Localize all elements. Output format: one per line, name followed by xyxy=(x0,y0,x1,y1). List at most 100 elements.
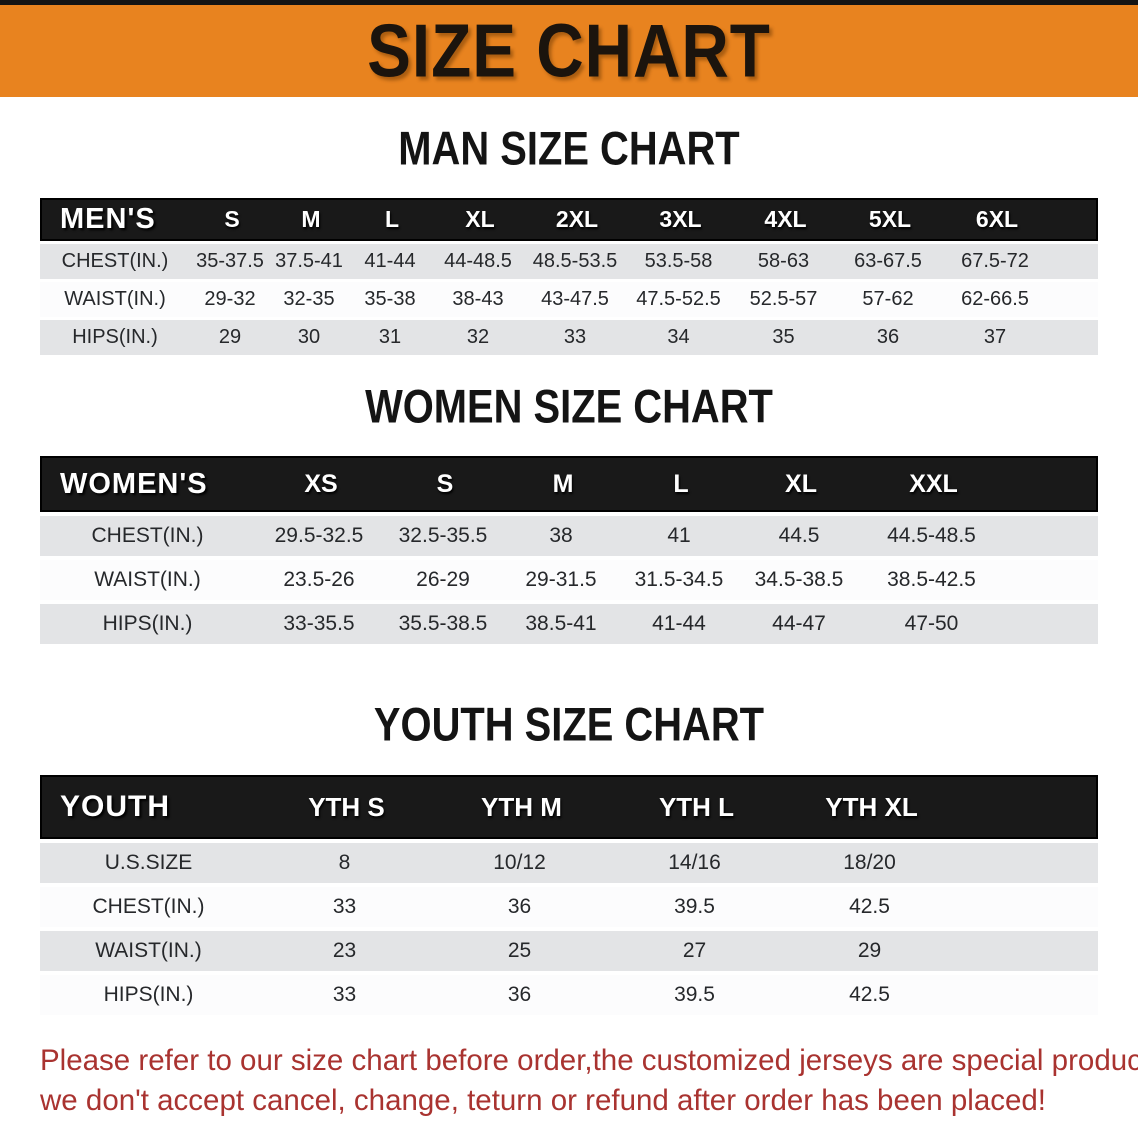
measurement-value: 34 xyxy=(667,326,690,348)
size-column-header: L xyxy=(673,469,689,498)
table-header-row: YOUTH YTH S YTH M YTH L YTH XL xyxy=(40,775,1098,839)
measurement-value: 10/12 xyxy=(493,851,546,874)
women-size-section: WOMEN SIZE CHART WOMEN'S XS S M L XL XXL CHEST(… xyxy=(0,380,1138,644)
measurement-value: 33-35.5 xyxy=(283,612,355,635)
size-column-header: 3XL xyxy=(659,206,702,232)
measurement-value: 48.5-53.5 xyxy=(532,250,618,272)
table-row: HIPS(IN.) 33 36 39.5 42.5 xyxy=(40,975,1098,1015)
table-row: CHEST(IN.) 33 36 39.5 42.5 xyxy=(40,887,1098,927)
measurement-value: 31 xyxy=(378,326,402,348)
table-row: CHEST(IN.) 35-37.5 37.5-41 41-44 44-48.5 48.5… xyxy=(40,244,1098,279)
measurement-value: 18/20 xyxy=(843,851,896,874)
measurement-row-label: HIPS(IN.) xyxy=(102,612,193,635)
size-column-header: S xyxy=(224,206,240,232)
women-size-chart-heading: WOMEN SIZE CHART xyxy=(365,380,773,433)
measurement-value: 53.5-58 xyxy=(644,250,713,272)
measurement-value: 33 xyxy=(332,983,357,1006)
measurement-value: 37 xyxy=(983,326,1007,348)
measurement-value: 29 xyxy=(857,939,882,962)
measurement-value: 14/16 xyxy=(668,851,721,874)
size-column-header: S xyxy=(436,469,454,498)
measurement-row-label: WAIST(IN.) xyxy=(64,288,166,310)
measurement-value: 37.5-41 xyxy=(275,250,343,272)
measurement-value: 42.5 xyxy=(849,983,890,1006)
measurement-value: 33 xyxy=(563,326,587,348)
measurement-value: 34.5-38.5 xyxy=(754,568,844,591)
youth-size-chart-heading: YOUTH SIZE CHART xyxy=(373,698,765,751)
disclaimer-note: Please refer to our size chart before or… xyxy=(40,1041,1138,1121)
size-column-header: YTH XL xyxy=(825,791,918,822)
size-column-header: YTH M xyxy=(481,791,562,822)
measurement-value: 30 xyxy=(297,326,321,348)
man-size-chart-heading: MAN SIZE CHART xyxy=(398,122,740,175)
measurement-row-label: U.S.SIZE xyxy=(104,851,193,874)
measurement-value: 63-67.5 xyxy=(854,250,922,272)
womens-size-table: WOMEN'S XS S M L XL XXL CHEST(IN.) 29.5-32.5 32.5… xyxy=(40,456,1098,644)
table-row: WAIST(IN.) 23 25 27 29 xyxy=(40,931,1098,971)
measurement-value: 44-48.5 xyxy=(444,250,512,272)
measurement-value: 32-35 xyxy=(283,288,335,310)
measurement-value: 36 xyxy=(876,326,900,348)
measurement-value: 33 xyxy=(332,895,357,918)
measurement-value: 32 xyxy=(466,326,490,348)
mens-size-table: MEN'S S M L XL 2XL 3XL 4XL 5XL 6XL CHEST(IN.) 35-37… xyxy=(40,198,1098,355)
measurement-value: 38.5-42.5 xyxy=(887,568,976,591)
size-column-header: L xyxy=(384,206,400,232)
size-column-header: YTH L xyxy=(658,791,735,822)
measurement-row-label: HIPS(IN.) xyxy=(103,983,194,1006)
measurement-value: 29-31.5 xyxy=(525,568,597,591)
size-column-header: XL xyxy=(785,469,817,498)
table-header-row: WOMEN'S XS S M L XL XXL xyxy=(40,456,1098,512)
measurement-value: 41-44 xyxy=(652,612,706,635)
size-column-header: XXL xyxy=(909,469,958,498)
table-row: HIPS(IN.) 33-35.5 35.5-38.5 38.5-41 41-44 44-… xyxy=(40,604,1098,644)
measurement-value: 41-44 xyxy=(364,250,416,272)
measurement-value: 27 xyxy=(682,939,707,962)
table-row: WAIST(IN.) 29-32 32-35 35-38 38-43 43-47.5 47.… xyxy=(40,282,1098,317)
youth-size-section: YOUTH SIZE CHART YOUTH YTH S YTH M YTH L YTH… xyxy=(0,698,1138,1015)
table-row: U.S.SIZE 8 10/12 14/16 18/20 xyxy=(40,843,1098,883)
measurement-value: 23.5-26 xyxy=(283,568,355,591)
measurement-row-label: CHEST(IN.) xyxy=(92,895,205,918)
measurement-value: 23 xyxy=(332,939,357,962)
measurement-value: 58-63 xyxy=(757,250,810,272)
measurement-value: 35.5-38.5 xyxy=(398,612,488,635)
measurement-value: 36 xyxy=(507,895,532,918)
measurement-value: 52.5-57 xyxy=(749,288,818,310)
measurement-row-label: WAIST(IN.) xyxy=(94,568,201,591)
youth-size-table: YOUTH YTH S YTH M YTH L YTH XL U.S.SIZE 8 10/12… xyxy=(40,775,1098,1015)
size-column-header: M xyxy=(301,206,321,232)
man-size-section: MAN SIZE CHART MEN'S S M L XL 2XL 3XL 4XL 5XL 6XL… xyxy=(0,122,1138,355)
measurement-value: 35-37.5 xyxy=(196,250,264,272)
measurement-value: 36 xyxy=(507,983,532,1006)
size-column-header: XL xyxy=(465,206,495,232)
measurement-value: 25 xyxy=(507,939,532,962)
measurement-value: 44.5-48.5 xyxy=(887,524,976,547)
size-chart-banner: SIZE CHART xyxy=(0,0,1138,97)
measurement-value: 32.5-35.5 xyxy=(398,524,488,547)
measurement-value: 67.5-72 xyxy=(961,250,1029,272)
measurement-value: 8 xyxy=(338,851,351,874)
table-row: HIPS(IN.) 29 30 31 32 33 34 35 36 37 xyxy=(40,320,1098,355)
disclaimer-line-2: we don't accept cancel, change, teturn o… xyxy=(40,1084,1046,1117)
size-column-header: 4XL xyxy=(764,206,807,232)
size-column-header: YTH S xyxy=(308,791,385,822)
measurement-value: 29-32 xyxy=(204,288,256,310)
measurement-value: 57-62 xyxy=(862,288,914,310)
measurement-row-label: CHEST(IN.) xyxy=(61,250,169,272)
measurement-value: 43-47.5 xyxy=(541,288,609,310)
measurement-value: 35-38 xyxy=(364,288,416,310)
table-row: CHEST(IN.) 29.5-32.5 32.5-35.5 38 41 44.5 44.5… xyxy=(40,516,1098,556)
measurement-value: 29.5-32.5 xyxy=(274,524,364,547)
measurement-value: 35 xyxy=(772,326,795,348)
measurement-value: 41 xyxy=(667,524,691,547)
size-column-header: XS xyxy=(304,469,338,498)
measurement-value: 26-29 xyxy=(416,568,470,591)
measurement-row-label: CHEST(IN.) xyxy=(91,524,204,547)
measurement-value: 38-43 xyxy=(452,288,504,310)
measurement-value: 42.5 xyxy=(849,895,890,918)
measurement-value: 62-66.5 xyxy=(961,288,1029,310)
table-row: WAIST(IN.) 23.5-26 26-29 29-31.5 31.5-34.5 34… xyxy=(40,560,1098,600)
disclaimer-line-1: Please refer to our size chart before or… xyxy=(40,1044,1138,1077)
size-column-header: 2XL xyxy=(555,206,599,232)
